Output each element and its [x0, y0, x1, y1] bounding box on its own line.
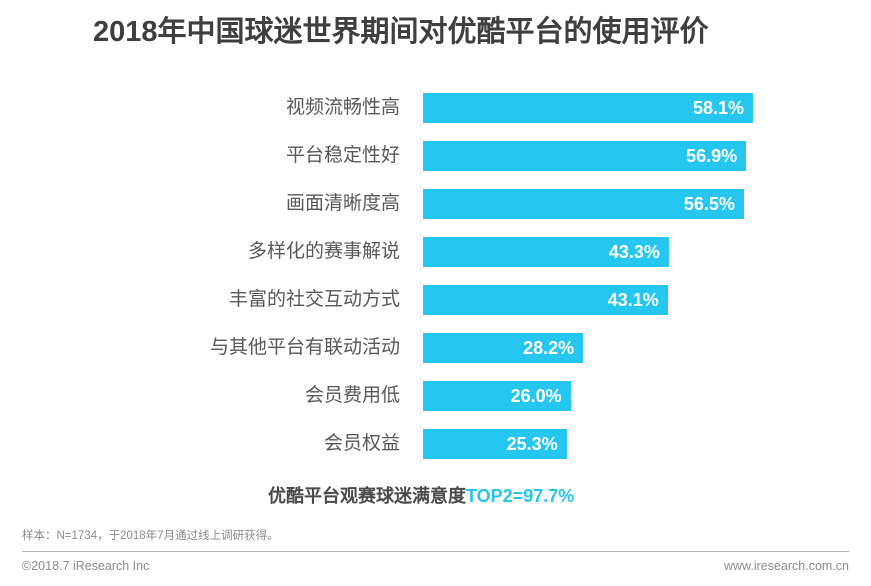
bar-track: 43.1% — [423, 285, 871, 315]
bar-fill[interactable]: 25.3% — [423, 429, 567, 459]
bar-track: 56.5% — [423, 189, 871, 219]
bar-row: 视频流畅性高 58.1% — [0, 93, 871, 123]
bar-row: 画面清晰度高 56.5% — [0, 189, 871, 219]
bar-fill[interactable]: 43.3% — [423, 237, 669, 267]
bar-category-label: 平台稳定性好 — [285, 145, 400, 166]
bar-value-label: 56.5% — [683, 194, 735, 214]
footer-divider — [22, 551, 849, 552]
summary-line: 优酷平台观赛球迷满意度TOP2=97.7% — [268, 484, 574, 508]
summary-label: 优酷平台观赛球迷满意度 — [268, 486, 466, 506]
bar-category-label: 画面清晰度高 — [285, 193, 400, 214]
bar-row: 多样化的赛事解说 43.3% — [0, 237, 871, 267]
bar-track: 58.1% — [423, 93, 871, 123]
bar-fill[interactable]: 56.9% — [423, 141, 747, 171]
bar-value-label: 25.3% — [506, 434, 558, 454]
bar-fill[interactable]: 56.5% — [423, 189, 744, 219]
bar-row: 会员权益 25.3% — [0, 429, 871, 459]
bar-track: 28.2% — [423, 333, 871, 363]
bar-fill[interactable]: 28.2% — [423, 333, 584, 363]
bar-category-label: 会员费用低 — [304, 385, 400, 406]
bar-fill[interactable]: 43.1% — [423, 285, 668, 315]
bar-category-label: 丰富的社交互动方式 — [228, 289, 400, 310]
bar-track: 43.3% — [423, 237, 871, 267]
bar-row: 与其他平台有联动活动 28.2% — [0, 333, 871, 363]
sample-note: 样本：N=1734，于2018年7月通过线上调研获得。 — [22, 530, 279, 542]
bar-track: 26.0% — [423, 381, 871, 411]
bar-fill[interactable]: 58.1% — [423, 93, 753, 123]
bar-value-label: 43.1% — [607, 290, 659, 310]
bar-row: 会员费用低 26.0% — [0, 381, 871, 411]
bar-value-label: 28.2% — [523, 338, 575, 358]
copyright-text: ©2018.7 iResearch Inc — [22, 559, 150, 573]
summary-highlight-value: TOP2=97.7% — [466, 486, 575, 506]
bar-fill[interactable]: 26.0% — [423, 381, 571, 411]
page-title: 2018年中国球迷世界期间对优酷平台的使用评价 — [93, 16, 709, 48]
bar-category-label: 会员权益 — [323, 433, 400, 454]
bar-track: 56.9% — [423, 141, 871, 171]
bar-row: 平台稳定性好 56.9% — [0, 141, 871, 171]
bar-chart: 视频流畅性高 58.1% 平台稳定性好 56.9% 画面清晰度高 56.5% 多样化的赛事解… — [0, 93, 871, 477]
bar-value-label: 26.0% — [510, 386, 562, 406]
bar-value-label: 43.3% — [608, 242, 660, 262]
bar-category-label: 多样化的赛事解说 — [247, 241, 400, 262]
website-link[interactable]: www.iresearch.com.cn — [723, 559, 849, 573]
bar-value-label: 56.9% — [686, 146, 738, 166]
bar-row: 丰富的社交互动方式 43.1% — [0, 285, 871, 315]
bar-value-label: 58.1% — [692, 98, 744, 118]
bar-category-label: 与其他平台有联动活动 — [209, 337, 400, 358]
bar-track: 25.3% — [423, 429, 871, 459]
bar-category-label: 视频流畅性高 — [285, 97, 400, 118]
